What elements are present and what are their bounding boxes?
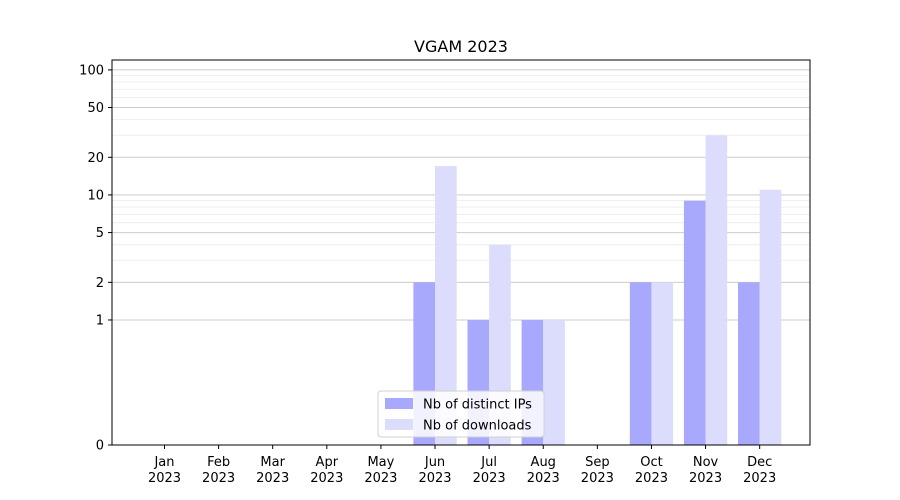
bar [651,282,674,445]
legend-box [377,390,545,438]
legend: Nb of distinct IPs Nb of downloads [377,390,545,438]
x-tick-label: Jul 2023 [473,455,506,486]
x-tick-label: Jan 2023 [148,455,181,486]
x-tick-label: Feb 2023 [202,455,235,486]
y-tick-label: 5 [96,226,104,241]
y-axis: 0 1 2 5 10 20 50 100 [79,63,112,454]
chart-title: VGAM 2023 [414,37,508,56]
bar [683,200,706,445]
x-axis: Jan 2023 Feb 2023 Mar 2023 Apr 2023 May 2023 Jun 20… [148,445,776,486]
legend-swatch [385,419,413,430]
plot-frame [111,59,811,446]
y-tick-label: 10 [87,188,104,203]
bar [705,135,728,445]
y-tick-label: 100 [79,63,104,78]
y-tick-label: 2 [96,276,104,291]
x-tick-label: Mar 2023 [256,455,289,486]
x-tick-label: Jun 2023 [418,455,451,486]
y-tick-label: 0 [96,439,104,454]
legend-swatch [385,398,413,409]
x-tick-label: Apr 2023 [310,455,343,486]
bar [759,189,782,445]
x-tick-label: May 2023 [364,455,397,486]
y-tick-label: 20 [87,151,104,166]
x-tick-label: Nov 2023 [689,455,722,486]
x-tick-label: Sep 2023 [581,455,614,486]
bar [738,282,760,445]
y-tick-label: 1 [96,313,104,328]
bar [543,319,565,445]
bars [413,135,782,445]
x-tick-label: Aug 2023 [527,455,560,486]
legend-label: Nb of distinct IPs [423,398,532,413]
bar [435,166,457,445]
legend-label: Nb of downloads [423,419,532,434]
x-tick-label: Dec 2023 [743,455,776,486]
x-tick-label: Oct 2023 [635,455,668,486]
bar [629,282,652,445]
y-tick-label: 50 [87,101,104,116]
